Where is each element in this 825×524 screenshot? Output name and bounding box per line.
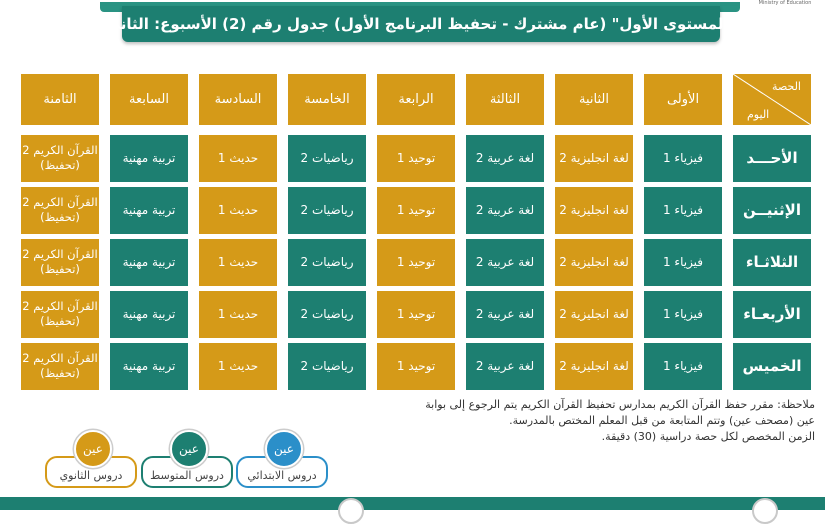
period-header-1: الأولى xyxy=(644,74,722,125)
schedule-cell: توحيد 1 xyxy=(377,291,455,338)
schedule-cell: فيزياء 1 xyxy=(644,239,722,286)
notes: ملاحظة: مقرر حفظ القرآن الكريم بمدارس تح… xyxy=(385,397,815,445)
schedule-cell: لغة انجليزية 2 xyxy=(555,187,633,234)
day-label: الأربعـاء xyxy=(733,291,811,338)
period-header-3: الثالثة xyxy=(466,74,544,125)
schedule-cell: تربية مهنية xyxy=(110,239,188,286)
schedule-cell: رياضيات 2 xyxy=(288,187,366,234)
ein-secondary-badge[interactable]: دروس الثانوي عين xyxy=(45,430,137,492)
schedule-cell: لغة عربية 2 xyxy=(466,187,544,234)
day-label: الخميس xyxy=(733,343,811,390)
schedule-cell: رياضيات 2 xyxy=(288,291,366,338)
day-label: الإثنيــن xyxy=(733,187,811,234)
schedule-cell: فيزياء 1 xyxy=(644,343,722,390)
ein-intermediate-logo-icon: عين xyxy=(170,430,208,468)
footer-logo-right-icon xyxy=(752,498,778,524)
period-header-5: الخامسة xyxy=(288,74,366,125)
schedule-cell: لغة انجليزية 2 xyxy=(555,239,633,286)
corner-period-label: الحصة xyxy=(772,80,801,93)
schedule-cell: القرآن الكريم 2 (تحفيظ) xyxy=(21,135,99,182)
schedule-cell: القرآن الكريم 2 (تحفيظ) xyxy=(21,187,99,234)
schedule-cell: تربية مهنية xyxy=(110,291,188,338)
schedule-cell: لغة عربية 2 xyxy=(466,343,544,390)
schedule-cell: تربية مهنية xyxy=(110,343,188,390)
ein-intermediate-badge[interactable]: دروس المتوسط عين xyxy=(141,430,233,492)
corner-day-label: اليوم xyxy=(747,108,770,121)
schedule-cell: توحيد 1 xyxy=(377,187,455,234)
schedule-table: الحصة اليوم الأولى الثانية الثالثة الرابعة الخ… xyxy=(14,74,811,390)
period-header-7: السابعة xyxy=(110,74,188,125)
schedule-cell: فيزياء 1 xyxy=(644,135,722,182)
page-title: "المستوى الأول" (عام مشترك - تحفيظ البرن… xyxy=(105,15,737,33)
ministry-label: Ministry of Education xyxy=(758,0,812,6)
period-header-6: السادسة xyxy=(199,74,277,125)
schedule-cell: حديث 1 xyxy=(199,343,277,390)
schedule-cell: رياضيات 2 xyxy=(288,135,366,182)
schedule-cell: تربية مهنية xyxy=(110,135,188,182)
ein-secondary-logo-icon: عين xyxy=(74,430,112,468)
schedule-cell: حديث 1 xyxy=(199,291,277,338)
ein-primary-badge[interactable]: دروس الابتدائي عين xyxy=(236,430,328,492)
period-header-8: الثامنة xyxy=(21,74,99,125)
schedule-cell: حديث 1 xyxy=(199,135,277,182)
schedule-cell: حديث 1 xyxy=(199,239,277,286)
period-header-4: الرابعة xyxy=(377,74,455,125)
day-label: الثلاثـاء xyxy=(733,239,811,286)
schedule-cell: القرآن الكريم 2 (تحفيظ) xyxy=(21,239,99,286)
schedule-cell: فيزياء 1 xyxy=(644,291,722,338)
schedule-cell: لغة عربية 2 xyxy=(466,135,544,182)
footer-bar xyxy=(0,497,825,510)
schedule-cell: توحيد 1 xyxy=(377,135,455,182)
schedule-cell: القرآن الكريم 2 (تحفيظ) xyxy=(21,291,99,338)
schedule-cell: لغة انجليزية 2 xyxy=(555,343,633,390)
note-line-1: ملاحظة: مقرر حفظ القرآن الكريم بمدارس تح… xyxy=(425,398,815,411)
note-line-2: عين (مصحف عين) وتتم المتابعة من قبل المع… xyxy=(509,414,815,427)
period-header-2: الثانية xyxy=(555,74,633,125)
schedule-cell: لغة انجليزية 2 xyxy=(555,291,633,338)
schedule-cell: رياضيات 2 xyxy=(288,239,366,286)
schedule-cell: توحيد 1 xyxy=(377,239,455,286)
schedule-cell: رياضيات 2 xyxy=(288,343,366,390)
schedule-cell: لغة انجليزية 2 xyxy=(555,135,633,182)
schedule-cell: لغة عربية 2 xyxy=(466,291,544,338)
schedule-cell: لغة عربية 2 xyxy=(466,239,544,286)
schedule-cell: توحيد 1 xyxy=(377,343,455,390)
note-line-3: الزمن المخصص لكل حصة دراسية (30) دقيقة. xyxy=(601,430,815,443)
page-title-banner: "المستوى الأول" (عام مشترك - تحفيظ البرن… xyxy=(106,6,736,42)
schedule-cell: القرآن الكريم 2 (تحفيظ) xyxy=(21,343,99,390)
schedule-cell: تربية مهنية xyxy=(110,187,188,234)
schedule-cell: فيزياء 1 xyxy=(644,187,722,234)
footer-logo-left-icon xyxy=(338,498,364,524)
day-label: الأحـــد xyxy=(733,135,811,182)
ein-primary-logo-icon: عين xyxy=(265,430,303,468)
schedule-cell: حديث 1 xyxy=(199,187,277,234)
corner-header-cell: الحصة اليوم xyxy=(733,74,811,125)
